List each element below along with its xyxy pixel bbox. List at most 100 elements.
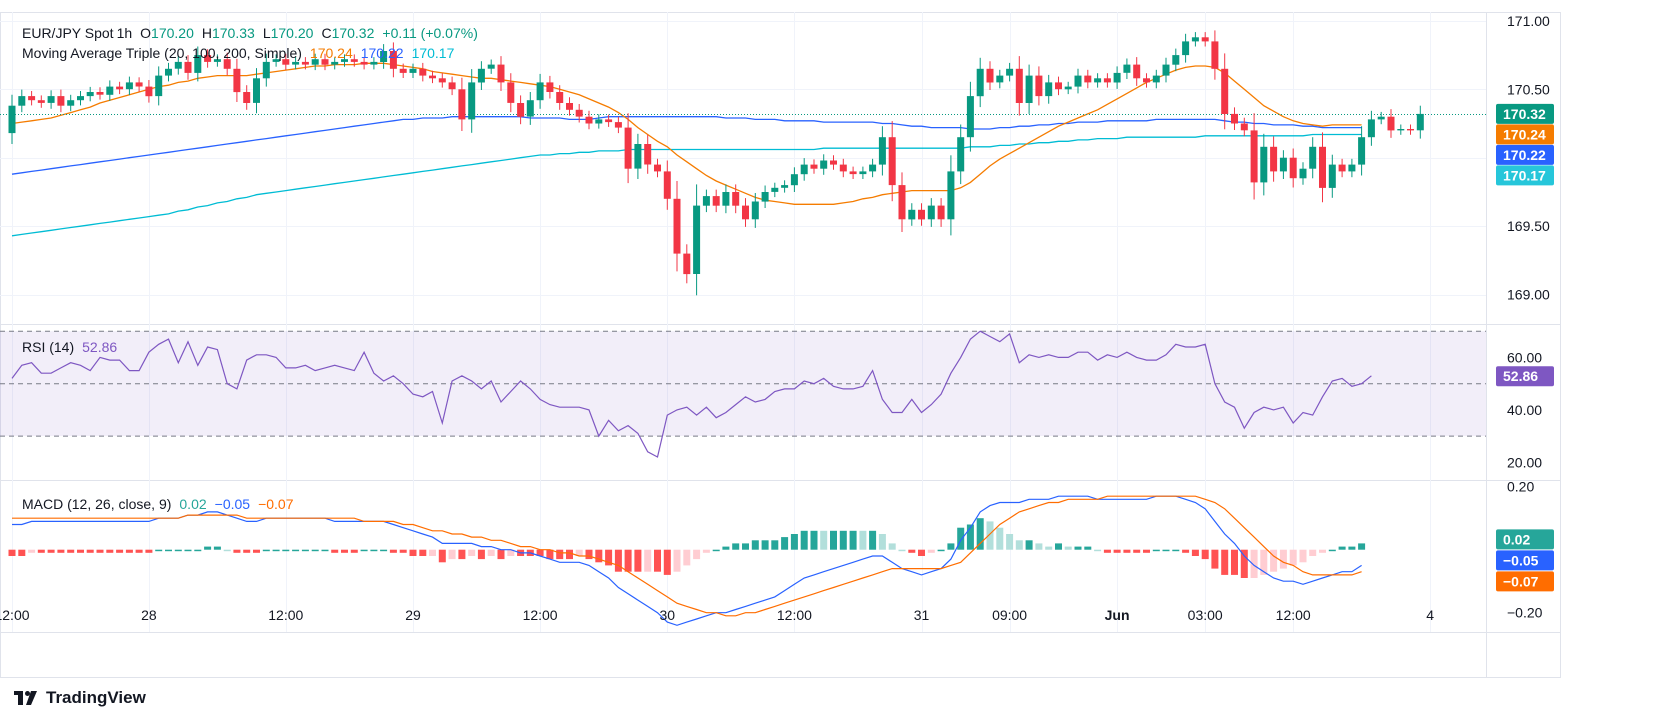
tradingview-brand[interactable]: TradingView xyxy=(14,688,146,708)
candle[interactable] xyxy=(1025,64,1033,114)
macd-histogram-bar[interactable] xyxy=(448,549,456,560)
candle[interactable] xyxy=(223,52,231,76)
candle[interactable] xyxy=(605,114,613,127)
candle[interactable] xyxy=(771,182,779,198)
macd-histogram-bar[interactable] xyxy=(18,549,26,556)
macd-badge[interactable]: 0.02 xyxy=(1496,529,1554,550)
candle[interactable] xyxy=(184,55,192,80)
macd-histogram-bar[interactable] xyxy=(1123,549,1131,553)
candle[interactable] xyxy=(859,166,867,179)
candle[interactable] xyxy=(712,189,720,213)
macd-histogram-bar[interactable] xyxy=(722,546,730,550)
candle[interactable] xyxy=(1367,110,1375,146)
macd-histogram-bar[interactable] xyxy=(1094,549,1102,552)
macd-histogram-bar[interactable] xyxy=(1289,549,1297,566)
candle[interactable] xyxy=(742,198,749,227)
candle[interactable] xyxy=(869,158,877,178)
candle[interactable] xyxy=(546,75,554,99)
candle[interactable] xyxy=(57,89,65,113)
candle[interactable] xyxy=(937,198,945,227)
macd-histogram-bar[interactable] xyxy=(820,530,828,550)
candle[interactable] xyxy=(213,54,221,67)
candle[interactable] xyxy=(966,81,974,152)
candle[interactable] xyxy=(204,49,212,68)
macd-histogram-bar[interactable] xyxy=(1172,549,1180,552)
candle[interactable] xyxy=(575,104,583,123)
candle[interactable] xyxy=(292,57,300,70)
macd-histogram-bar[interactable] xyxy=(262,549,270,552)
candle[interactable] xyxy=(116,81,124,95)
macd-histogram-bar[interactable] xyxy=(976,518,984,550)
macd-histogram-bar[interactable] xyxy=(644,549,652,572)
macd-histogram-bar[interactable] xyxy=(693,549,701,560)
macd-histogram-bar[interactable] xyxy=(830,530,837,550)
candle[interactable] xyxy=(1358,126,1366,176)
macd-histogram-bar[interactable] xyxy=(1240,549,1248,578)
candle[interactable] xyxy=(849,166,857,179)
macd-pane[interactable] xyxy=(8,495,1366,626)
candle[interactable] xyxy=(1250,113,1258,200)
candle[interactable] xyxy=(448,76,456,96)
candle[interactable] xyxy=(1231,107,1238,130)
candle[interactable] xyxy=(380,44,388,69)
macd-histogram-bar[interactable] xyxy=(1006,534,1014,550)
candle[interactable] xyxy=(253,68,260,114)
candle[interactable] xyxy=(693,184,701,296)
candle[interactable] xyxy=(526,92,534,125)
macd-histogram-bar[interactable] xyxy=(135,549,143,553)
candle[interactable] xyxy=(654,158,661,178)
macd-histogram-bar[interactable] xyxy=(67,549,75,553)
candle[interactable] xyxy=(389,42,397,78)
macd-legend[interactable]: MACD (12, 26, close, 9) 0.02 −0.05 −0.07 xyxy=(22,495,294,513)
macd-histogram-bar[interactable] xyxy=(859,530,867,550)
candle[interactable] xyxy=(399,63,407,78)
candle[interactable] xyxy=(1240,117,1248,137)
rsi-title[interactable]: RSI (14) xyxy=(22,339,75,355)
macd-histogram-bar[interactable] xyxy=(918,549,925,556)
candle[interactable] xyxy=(233,58,241,102)
macd-badge[interactable]: −0.07 xyxy=(1496,571,1554,592)
ma-title[interactable]: Moving Average Triple (20, 100, 200, Sim… xyxy=(22,45,302,61)
rsi-pane[interactable] xyxy=(0,330,1486,458)
candle[interactable] xyxy=(1191,32,1199,47)
price-badge[interactable]: 170.24 xyxy=(1496,124,1554,145)
macd-histogram-bar[interactable] xyxy=(282,549,290,552)
candle[interactable] xyxy=(927,198,935,227)
ma100-line[interactable] xyxy=(11,116,1362,175)
candle[interactable] xyxy=(702,189,710,213)
candle[interactable] xyxy=(1221,53,1229,130)
candle[interactable] xyxy=(341,54,348,67)
candle[interactable] xyxy=(497,56,505,91)
macd-histogram-bar[interactable] xyxy=(77,549,84,553)
macd-histogram-bar[interactable] xyxy=(47,549,55,553)
macd-histogram-bar[interactable] xyxy=(370,549,378,552)
candle[interactable] xyxy=(1211,30,1219,80)
candle[interactable] xyxy=(1084,69,1092,89)
macd-histogram-bar[interactable] xyxy=(321,549,329,552)
macd-histogram-bar[interactable] xyxy=(194,549,202,552)
macd-histogram-bar[interactable] xyxy=(399,549,407,553)
macd-histogram-bar[interactable] xyxy=(86,549,94,553)
candle[interactable] xyxy=(1103,73,1111,88)
price-badge[interactable]: 170.22 xyxy=(1496,144,1554,165)
candle[interactable] xyxy=(1260,133,1268,196)
candle[interactable] xyxy=(96,87,104,100)
macd-histogram-bar[interactable] xyxy=(986,521,994,550)
macd-histogram-bar[interactable] xyxy=(849,530,857,550)
macd-histogram-bar[interactable] xyxy=(1064,546,1072,550)
macd-histogram-bar[interactable] xyxy=(742,543,749,550)
candle[interactable] xyxy=(536,73,544,109)
candle[interactable] xyxy=(1123,58,1131,80)
macd-histogram-bar[interactable] xyxy=(243,549,251,553)
macd-histogram-bar[interactable] xyxy=(585,549,593,560)
macd-histogram-bar[interactable] xyxy=(761,540,769,550)
candle[interactable] xyxy=(409,63,417,78)
macd-histogram-bar[interactable] xyxy=(654,549,661,572)
candle[interactable] xyxy=(106,80,114,101)
macd-histogram-bar[interactable] xyxy=(155,549,163,552)
macd-histogram-bar[interactable] xyxy=(624,549,632,572)
macd-histogram-bar[interactable] xyxy=(1074,546,1082,550)
macd-histogram-bar[interactable] xyxy=(702,549,710,553)
candle[interactable] xyxy=(1113,66,1121,89)
candle[interactable] xyxy=(996,69,1004,89)
